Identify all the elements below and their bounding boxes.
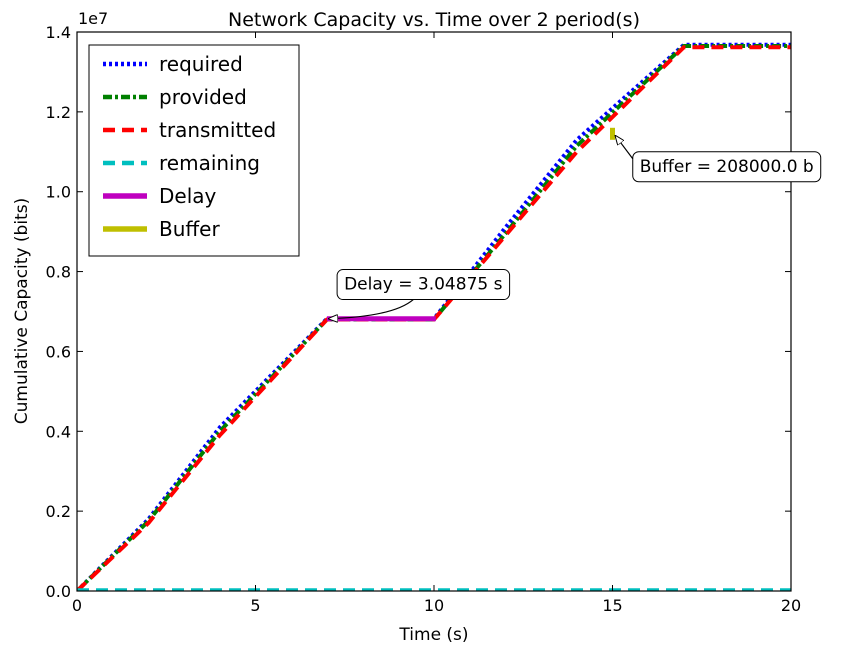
legend: required provided transmitted remaining Dela… bbox=[88, 44, 300, 257]
annotation-box bbox=[632, 151, 822, 183]
legend-label-buffer: Buffer bbox=[159, 217, 220, 241]
annotation-arrow bbox=[329, 299, 414, 319]
annotation-text: Buffer = 208000.0 b bbox=[640, 157, 814, 177]
legend-label-delay: Delay bbox=[159, 184, 217, 208]
y-tick-label: 0.2 bbox=[46, 502, 71, 521]
y-tick-label: 0.4 bbox=[46, 422, 71, 441]
chart-title: Network Capacity vs. Time over 2 period(… bbox=[228, 9, 640, 31]
annotation-layer: Delay = 3.04875 s Buffer = 208000.0 b bbox=[329, 136, 822, 319]
x-tick-label: 15 bbox=[602, 596, 622, 615]
x-tick-label: 10 bbox=[424, 596, 444, 615]
y-tick-label: 0.8 bbox=[46, 263, 71, 282]
legend-label-provided: provided bbox=[159, 85, 247, 109]
ticks-layer: 0 5 10 15 20 0.0 0.2 0.4 0.6 0.8 1.0 1.2 1.4 bbox=[46, 23, 802, 615]
annotation-arrow bbox=[616, 136, 634, 160]
legend-label-remaining: remaining bbox=[159, 151, 260, 175]
annotation-buffer: Buffer = 208000.0 b bbox=[616, 136, 822, 183]
annotation-delay: Delay = 3.04875 s bbox=[329, 269, 511, 319]
series-layer bbox=[77, 42, 791, 591]
legend-label-required: required bbox=[159, 52, 243, 76]
x-tick-label: 20 bbox=[781, 596, 801, 615]
y-tick-label: 1.0 bbox=[46, 183, 71, 202]
x-axis-label: Time (s) bbox=[398, 625, 468, 645]
legend-label-transmitted: transmitted bbox=[159, 118, 276, 142]
annotation-box bbox=[336, 269, 511, 301]
y-tick-label: 0.0 bbox=[46, 582, 71, 601]
y-tick-label: 1.2 bbox=[46, 103, 71, 122]
annotation-text: Delay = 3.04875 s bbox=[344, 275, 503, 295]
x-tick-label: 5 bbox=[250, 596, 260, 615]
y-tick-label: 1.4 bbox=[46, 23, 71, 42]
x-tick-label: 0 bbox=[72, 596, 82, 615]
y-offset-label: 1e7 bbox=[78, 9, 108, 28]
y-tick-label: 0.6 bbox=[46, 342, 71, 361]
legend-box bbox=[88, 44, 300, 257]
y-axis-label: Cumulative Capacity (bits) bbox=[12, 198, 32, 424]
